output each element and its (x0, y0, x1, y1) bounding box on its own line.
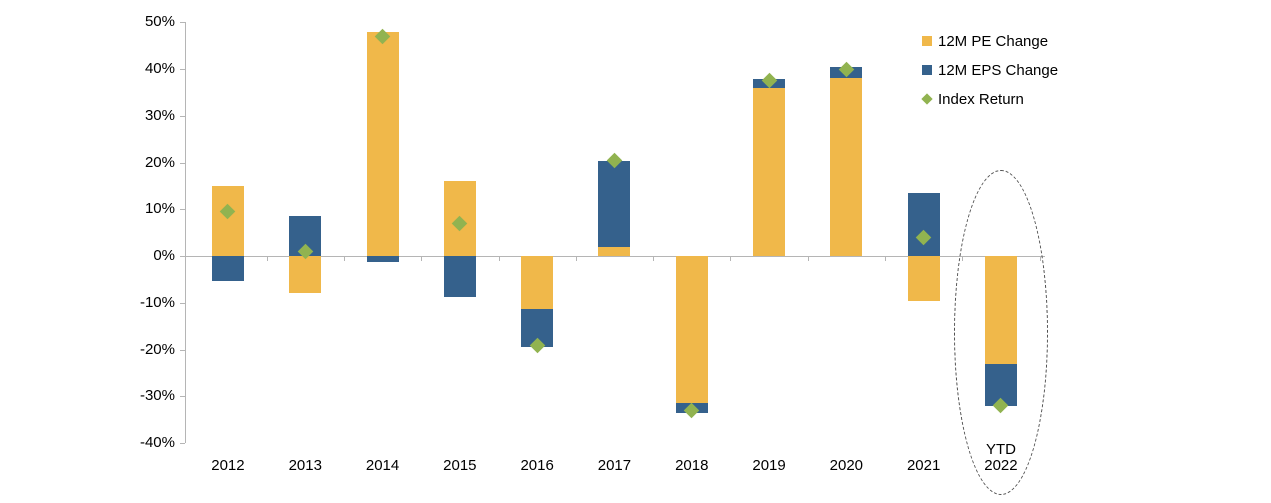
x-axis-tick (653, 257, 655, 261)
legend: 12M PE Change 12M EPS Change Index Retur… (921, 32, 1059, 120)
y-axis-tick-label: -30% (139, 387, 175, 405)
x-axis-tick (575, 257, 577, 261)
legend-label-pe-change: 12M PE Change (938, 32, 1049, 50)
bar-segment-pe (907, 256, 940, 302)
bar-segment-pe (521, 256, 554, 309)
index-return-diamond-icon (921, 93, 933, 105)
y-axis-tick (180, 115, 185, 117)
y-axis-tick (180, 349, 185, 351)
bar-segment-pe (366, 31, 399, 256)
bar-segment-eps (366, 256, 399, 263)
eps-change-swatch-icon (922, 65, 932, 75)
x-axis-tick (730, 257, 732, 261)
x-axis-tick (266, 257, 268, 261)
y-axis-tick (180, 256, 185, 257)
y-axis-tick-label: 20% (144, 153, 175, 171)
pe-change-swatch-icon (922, 36, 932, 46)
x-axis-category-label: 2018 (675, 457, 709, 474)
bar-segment-eps (598, 161, 631, 247)
y-axis-tick (180, 22, 185, 24)
ytd-2022-highlight-ellipse (954, 170, 1048, 495)
x-axis-category-label: 2019 (752, 457, 786, 474)
legend-label-eps-change: 12M EPS Change (938, 61, 1059, 79)
y-axis-tick (180, 443, 185, 444)
bar-segment-pe (830, 78, 863, 256)
y-axis-tick (180, 396, 185, 398)
y-axis-tick-label: 0% (153, 247, 175, 264)
legend-label-index-return: Index Return (938, 90, 1024, 108)
x-axis-tick (421, 257, 423, 261)
y-axis-tick-label: 40% (144, 60, 175, 77)
legend-item-index-return: Index Return (921, 90, 1058, 108)
y-axis-tick (180, 209, 185, 211)
bar-segment-pe (211, 185, 244, 256)
x-axis-category-label: 2014 (365, 457, 400, 474)
legend-item-pe-change: 12M PE Change (922, 32, 1058, 50)
bar-segment-eps (907, 192, 940, 256)
bar-segment-pe (675, 256, 708, 404)
y-axis-tick-label: 10% (144, 200, 175, 218)
x-axis-category-label: 2020 (829, 457, 864, 474)
y-axis-tick-label: -10% (139, 293, 175, 311)
x-axis-tick (885, 257, 886, 261)
x-axis-category-label: 2015 (443, 457, 477, 474)
x-axis-tick (343, 257, 345, 261)
x-axis-category-label: 2017 (597, 457, 632, 474)
x-axis-tick (498, 257, 500, 261)
x-axis-category-label: 2013 (288, 457, 322, 474)
y-axis-tick (180, 302, 185, 304)
x-axis-tick (807, 257, 809, 261)
x-axis-category-label: 2016 (520, 457, 554, 474)
bar-segment-eps (443, 256, 476, 297)
y-axis-tick-label: -40% (139, 434, 175, 451)
bar-segment-pe (753, 87, 786, 256)
y-axis-tick-label: -20% (139, 340, 175, 358)
bar-segment-pe (289, 256, 322, 294)
y-axis-tick (180, 162, 185, 164)
y-axis-tick-label: 30% (144, 106, 175, 124)
legend-item-eps-change: 12M EPS Change (922, 61, 1059, 79)
bar-segment-eps (211, 256, 244, 281)
x-axis-category-label: 2012 (211, 457, 245, 474)
y-axis-line (185, 22, 186, 443)
y-axis-tick-label: 50% (144, 13, 175, 31)
x-axis-zero-line (185, 256, 1045, 257)
y-axis-tick (180, 69, 185, 70)
x-axis-category-label: 2021 (906, 457, 941, 474)
bar-segment-pe (598, 246, 631, 256)
